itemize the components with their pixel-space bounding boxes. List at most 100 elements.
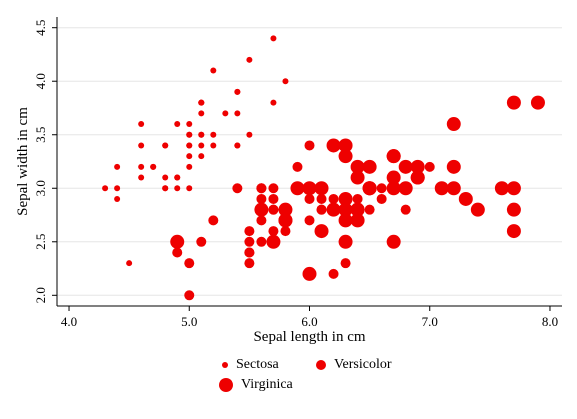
data-point [114, 195, 121, 202]
y-tick-label: 2.5 [33, 234, 48, 250]
data-point [244, 236, 255, 247]
data-point [268, 183, 279, 194]
data-point [254, 202, 269, 217]
data-point [376, 183, 387, 194]
data-point [314, 181, 329, 196]
data-point [186, 131, 193, 138]
data-point [338, 149, 353, 164]
data-point [162, 142, 169, 149]
data-point [270, 99, 277, 106]
x-tick-label: 6.0 [301, 314, 317, 329]
data-point [386, 149, 401, 164]
data-point [174, 185, 181, 192]
x-tick-label: 8.0 [542, 314, 558, 329]
data-point [186, 121, 193, 128]
y-tick-label: 2.0 [33, 287, 48, 303]
axes-layer [52, 17, 562, 311]
data-point [386, 234, 401, 249]
y-axis-title: Sepal width in cm [15, 107, 31, 216]
y-tick-label: 3.5 [33, 127, 48, 143]
data-point [304, 193, 315, 204]
data-point [256, 236, 267, 247]
data-point [186, 163, 193, 170]
data-point [102, 185, 109, 192]
data-point [278, 202, 293, 217]
data-point [386, 170, 401, 185]
data-point [398, 159, 413, 174]
data-point [186, 142, 193, 149]
data-point [398, 181, 413, 196]
data-point [246, 131, 253, 138]
data-point [282, 78, 289, 85]
y-tick-label: 3.0 [33, 180, 48, 196]
data-point [270, 35, 277, 42]
x-tick-label: 4.0 [61, 314, 77, 329]
data-point [350, 213, 365, 228]
data-point [210, 142, 217, 149]
data-point [196, 236, 207, 247]
data-point [268, 226, 279, 237]
data-point [234, 88, 241, 95]
data-point [198, 142, 205, 149]
data-point [172, 247, 183, 258]
data-point [302, 181, 317, 196]
data-point [362, 181, 377, 196]
data-point [446, 181, 461, 196]
data-point [138, 163, 145, 170]
data-point [208, 215, 219, 226]
data-point [162, 185, 169, 192]
data-point [350, 202, 365, 217]
data-point [338, 191, 353, 206]
data-point [234, 110, 241, 117]
series-sectosa [102, 35, 289, 267]
data-point [446, 159, 461, 174]
data-point [338, 213, 353, 228]
y-tick-label: 4.5 [33, 20, 48, 36]
x-tick-label: 5.0 [181, 314, 197, 329]
data-point [364, 204, 375, 215]
data-point [150, 163, 157, 170]
data-point [338, 234, 353, 249]
labels-layer: 4.0 6.0 5.0 7.0 8.0 2.0 2.5 3.0 3.5 4.0 4.5 Sepal l… [15, 20, 558, 345]
data-point [386, 181, 401, 196]
data-point [256, 215, 267, 226]
data-point [268, 193, 279, 204]
data-point [434, 181, 449, 196]
data-point [338, 138, 353, 153]
data-point [376, 193, 387, 204]
data-point [198, 131, 205, 138]
data-point [326, 202, 341, 217]
data-point [292, 161, 303, 172]
data-point [256, 183, 267, 194]
data-point [350, 170, 365, 185]
data-point [184, 290, 195, 301]
data-point [304, 215, 315, 226]
data-point [244, 226, 255, 237]
data-point [222, 110, 229, 117]
data-point [494, 181, 509, 196]
x-axis-title: Sepal length in cm [253, 329, 365, 345]
data-point [114, 185, 121, 192]
data-point [266, 234, 281, 249]
data-point [174, 121, 181, 128]
data-point [328, 268, 339, 279]
data-point [362, 159, 377, 174]
data-point [410, 159, 425, 174]
y-tick-label: 4.0 [33, 73, 48, 89]
data-point [210, 67, 217, 74]
data-point [506, 95, 521, 110]
data-point [470, 202, 485, 217]
data-point [210, 131, 217, 138]
data-point [340, 258, 351, 269]
data-point [350, 159, 365, 174]
data-point [290, 181, 305, 196]
data-point [126, 260, 133, 267]
data-point [446, 117, 461, 132]
data-point [232, 183, 243, 194]
data-point [328, 193, 339, 204]
data-point [506, 181, 521, 196]
points-layer [102, 35, 545, 301]
data-point [198, 99, 205, 106]
data-point [174, 174, 181, 181]
